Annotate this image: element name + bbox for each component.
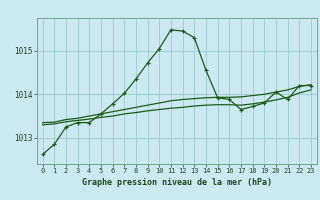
X-axis label: Graphe pression niveau de la mer (hPa): Graphe pression niveau de la mer (hPa) [82,178,272,187]
